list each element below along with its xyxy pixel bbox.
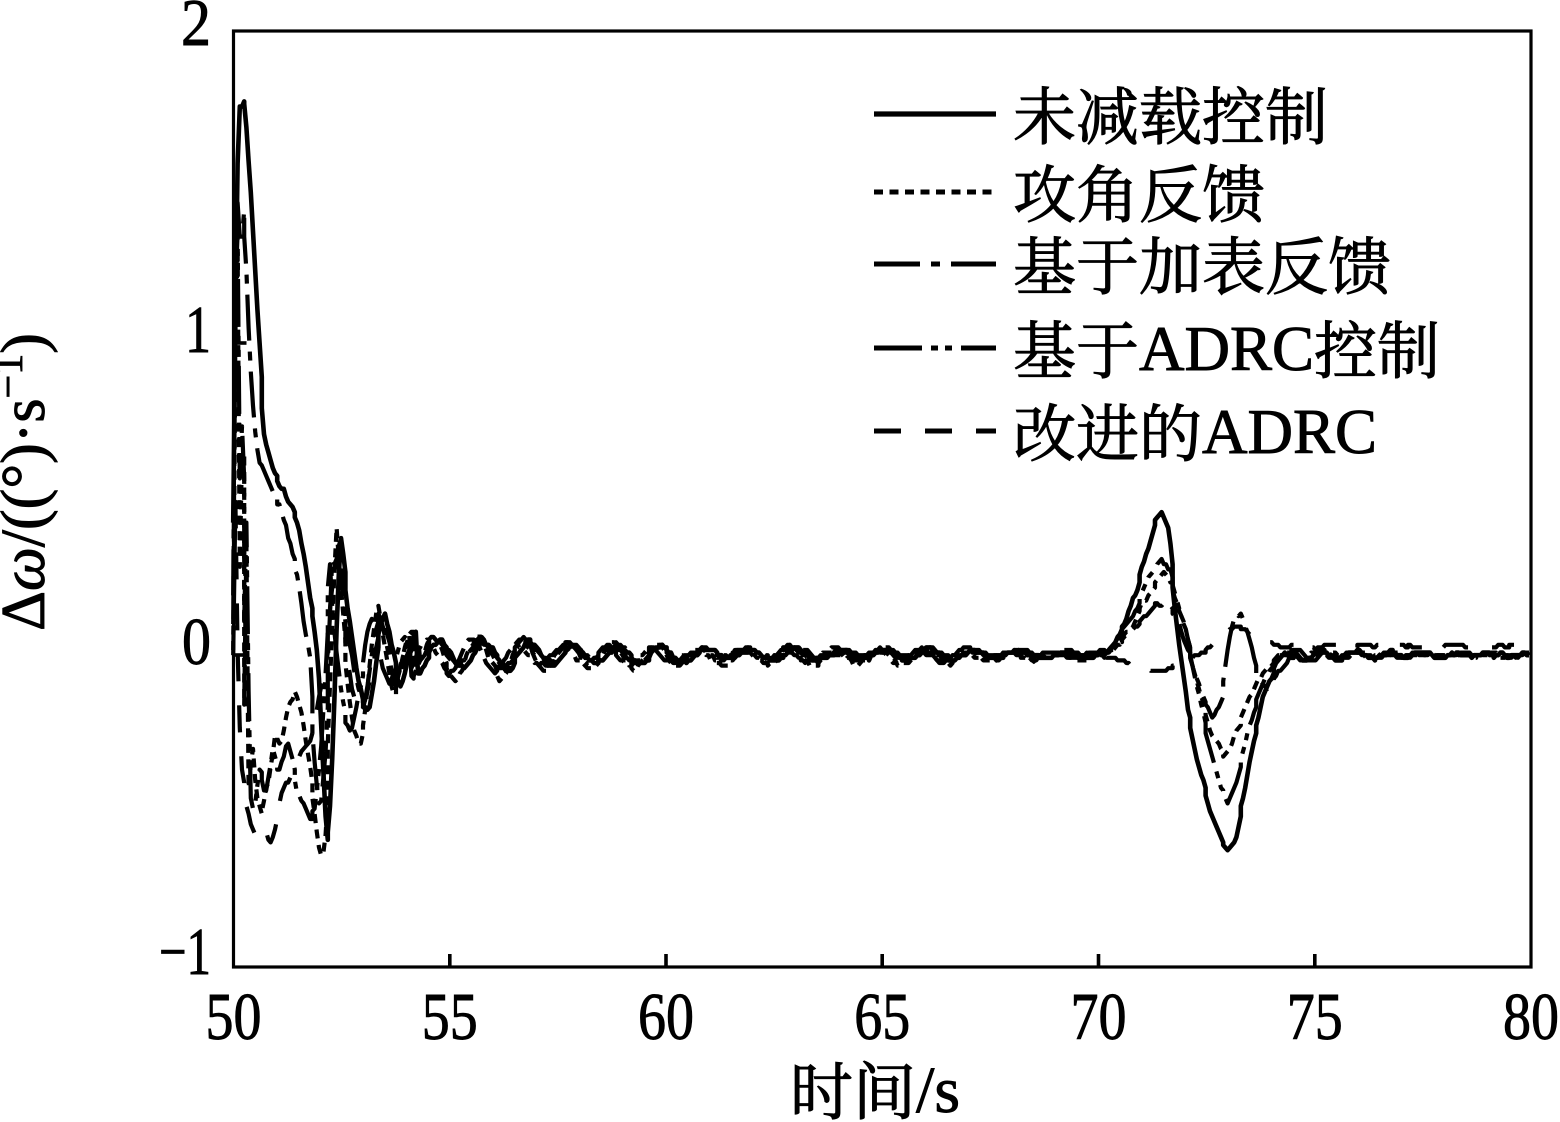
svg-text:80: 80 [1503, 980, 1559, 1054]
svg-text:2: 2 [181, 0, 211, 60]
svg-text:75: 75 [1287, 980, 1343, 1054]
svg-text:70: 70 [1071, 980, 1127, 1054]
svg-text:0: 0 [182, 605, 211, 679]
svg-text:ADRC: ADRC [1139, 314, 1314, 384]
svg-text:−1: −1 [159, 915, 211, 989]
svg-text:65: 65 [854, 980, 910, 1054]
svg-text:/s: /s [916, 1054, 960, 1122]
svg-text:ADRC: ADRC [1202, 397, 1377, 467]
svg-text:55: 55 [422, 980, 478, 1054]
svg-text:60: 60 [638, 980, 694, 1054]
svg-text:1: 1 [185, 293, 211, 367]
svg-text:50: 50 [206, 980, 262, 1054]
